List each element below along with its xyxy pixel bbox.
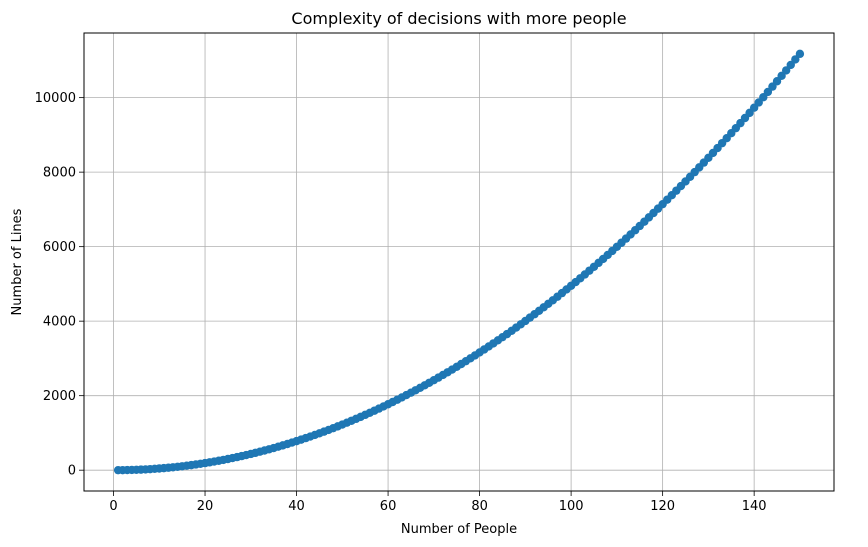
x-tick-label: 0 [109,499,117,514]
data-point [786,60,795,70]
x-tick-label: 100 [559,499,584,514]
y-axis-label: Number of Lines [10,208,25,315]
plot-area-background [84,33,834,491]
x-tick-label: 80 [471,499,488,514]
y-tick-label: 2000 [43,389,76,404]
data-point [795,49,805,59]
y-tick-label: 10000 [35,91,76,106]
x-tick-label: 140 [742,499,767,514]
x-tick-label: 120 [650,499,675,514]
x-axis-ticks: 0 20 40 60 80 100 120 140 [109,491,767,514]
y-tick-label: 4000 [43,315,76,330]
y-tick-label: 6000 [43,240,76,255]
chart-title: Complexity of decisions with more people [291,9,626,28]
y-tick-label: 8000 [43,166,76,181]
y-tick-label: 0 [68,464,76,479]
plot-area-frame [83,32,835,492]
x-axis-label: Number of People [401,522,517,537]
x-tick-label: 60 [380,499,397,514]
data-points-layer [113,49,805,475]
x-tick-label: 20 [197,499,214,514]
x-tick-label: 40 [288,499,305,514]
y-axis-ticks: 0 2000 4000 6000 8000 10000 [35,91,84,479]
data-point [791,55,800,64]
